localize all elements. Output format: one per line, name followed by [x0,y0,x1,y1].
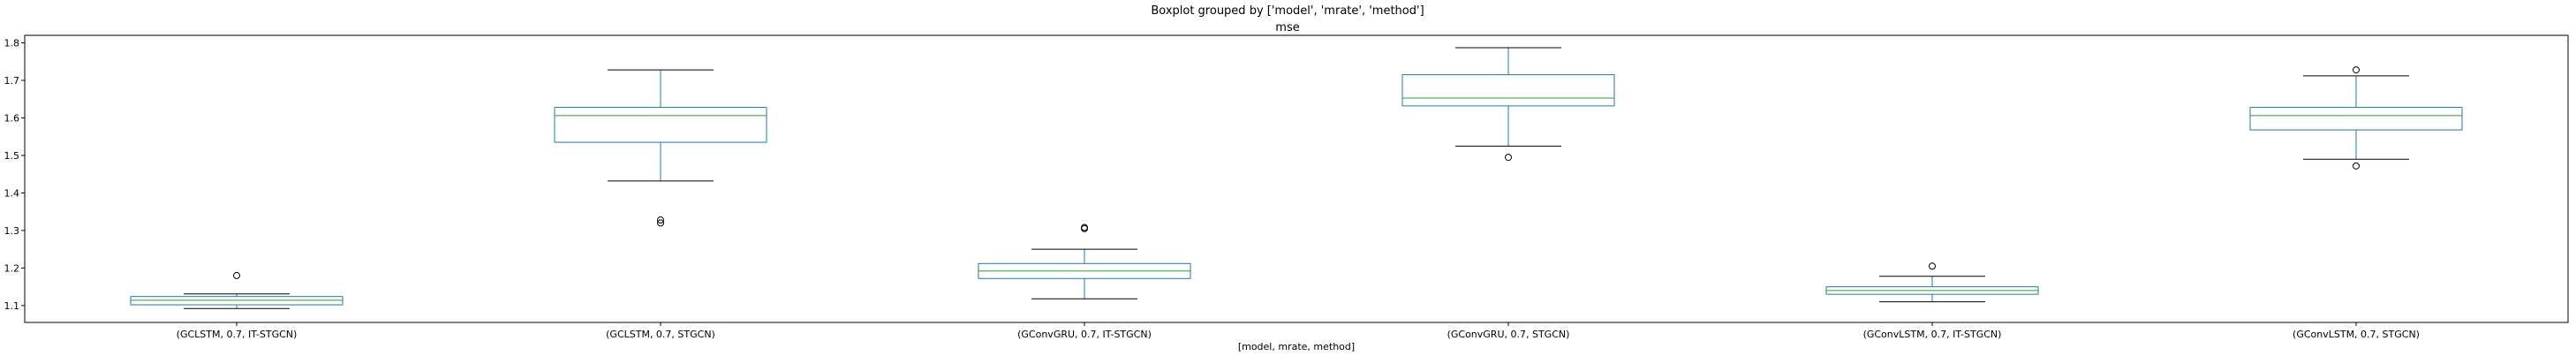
y-tick-label: 1.6 [4,112,20,124]
iqr-box [1401,74,1615,107]
outlier-point [233,271,240,279]
box-group [1401,47,1615,162]
axes-frame [24,34,2569,323]
y-tick-label: 1.3 [4,225,20,237]
x-tick-label: (GCLSTM, 0.7, STGCN) [606,329,715,340]
outlier-point [1929,262,1936,270]
x-axis: (GCLSTM, 0.7, IT-STGCN) (GCLSTM, 0.7, STG… [177,322,2420,340]
box-group [130,271,344,309]
outlier-point [1505,154,1512,162]
chart-suptitle: Boxplot grouped by ['model', 'mrate', 'm… [1151,4,1424,18]
y-tick-label: 1.1 [4,300,20,312]
y-tick-label: 1.4 [4,187,20,199]
y-tick-label: 1.7 [4,75,20,87]
y-tick-label: 1.5 [4,150,20,162]
x-tick-label: (GConvGRU, 0.7, IT-STGCN) [1017,329,1152,340]
x-tick-label: (GConvLSTM, 0.7, STGCN) [2293,329,2420,340]
y-axis: 1.1 1.2 1.3 1.4 1.5 1.6 1.7 1.8 [4,37,25,312]
outlier-point [2353,162,2360,170]
outlier-point [657,219,664,227]
box-group [1825,262,2039,303]
chart-title: mse [1275,21,1299,34]
box-group [554,69,767,227]
y-tick-label: 1.8 [4,37,20,49]
iqr-box [554,107,767,143]
y-tick-label: 1.2 [4,262,20,274]
x-tick-label: (GCLSTM, 0.7, IT-STGCN) [177,329,298,340]
boxes-group [130,47,2463,309]
outlier-point [2353,66,2360,74]
outlier-point [1081,223,1088,231]
iqr-box [2249,107,2463,131]
x-tick-label: (GConvGRU, 0.7, STGCN) [1447,329,1570,340]
x-tick-label: (GConvLSTM, 0.7, IT-STGCN) [1863,329,2002,340]
box-group [2249,66,2463,170]
outlier-point [657,216,664,224]
x-axis-label: [model, mrate, method] [1238,341,1355,352]
box-group [978,223,1191,299]
